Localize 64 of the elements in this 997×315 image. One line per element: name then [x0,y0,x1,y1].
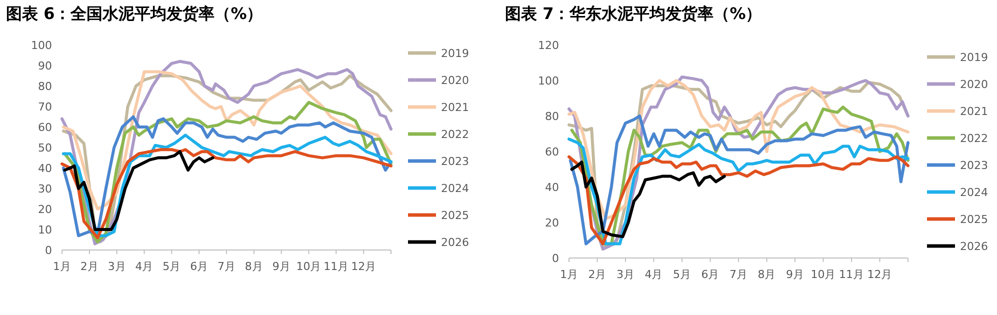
legend-label: 2019 [441,47,469,60]
legend-label: 2021 [441,101,469,114]
legend-label: 2023 [441,155,469,168]
legend-label: 2022 [441,128,469,141]
chart-title: 图表 7：华东水泥平均发货率（%） [505,4,762,25]
legend-label: 2026 [960,240,988,253]
y-tick-label: 50 [38,142,52,154]
line-series [570,160,726,238]
x-tick-label: 10月 [810,268,836,281]
x-tick-label: 5月 [673,268,691,281]
x-tick-label: 6月 [190,260,208,273]
x-tick-label: 8月 [244,260,263,273]
x-tick-label: 8月 [758,268,776,281]
y-tick-label: 80 [545,110,559,123]
legend-label: 2020 [441,74,469,87]
y-tick-label: 100 [31,39,52,52]
x-tick-label: 4月 [135,260,154,273]
x-tick-label: 4月 [644,268,663,281]
legend-label: 2024 [441,182,469,195]
y-tick-label: 100 [538,74,559,88]
line-series [63,150,214,231]
x-tick-label: 12月 [867,268,892,281]
x-tick-label: 7月 [218,260,236,273]
y-tick-label: 20 [38,203,52,216]
x-tick-label: 6月 [701,268,720,281]
y-tick-label: 70 [38,100,52,114]
y-tick-label: 40 [38,162,52,175]
legend-label: 2024 [960,186,988,199]
x-tick-label: 9月 [786,268,804,281]
x-tick-label: 2月 [80,260,98,273]
y-tick-label: 80 [38,80,52,93]
y-tick-label: 0 [552,252,559,265]
line-series [568,155,910,246]
x-tick-label: 3月 [108,260,126,273]
legend-label: 2023 [960,159,988,172]
y-tick-label: 30 [38,182,52,196]
x-tick-label: 2月 [588,268,606,281]
line-series [60,148,392,240]
legend-label: 2022 [960,132,988,145]
y-tick-label: 60 [545,146,559,158]
x-tick-label: 11月 [839,268,864,281]
y-tick-label: 90 [38,60,52,72]
chart-title: 图表 6：全国水泥平均发货率（%） [6,4,263,25]
y-tick-label: 40 [545,181,559,194]
legend-label: 2026 [441,236,469,249]
legend-label: 2021 [960,105,988,118]
x-tick-label: 11月 [324,260,349,273]
x-tick-label: 1月 [53,260,71,273]
y-tick-label: 20 [545,216,559,230]
y-tick-label: 0 [45,244,52,257]
legend-label: 2019 [960,51,988,64]
legend-label: 2025 [960,213,988,226]
x-tick-label: 10月 [296,260,322,273]
x-tick-label: 3月 [616,268,634,281]
x-tick-label: 7月 [730,268,748,281]
x-tick-label: 12月 [351,260,376,273]
y-tick-label: 60 [38,121,52,134]
y-tick-label: 10 [38,224,52,236]
x-tick-label: 1月 [560,268,578,281]
x-tick-label: 9月 [272,260,290,273]
legend-label: 2020 [960,78,988,91]
y-tick-label: 120 [538,39,559,52]
x-tick-label: 5月 [162,260,181,273]
legend-label: 2025 [441,209,469,222]
